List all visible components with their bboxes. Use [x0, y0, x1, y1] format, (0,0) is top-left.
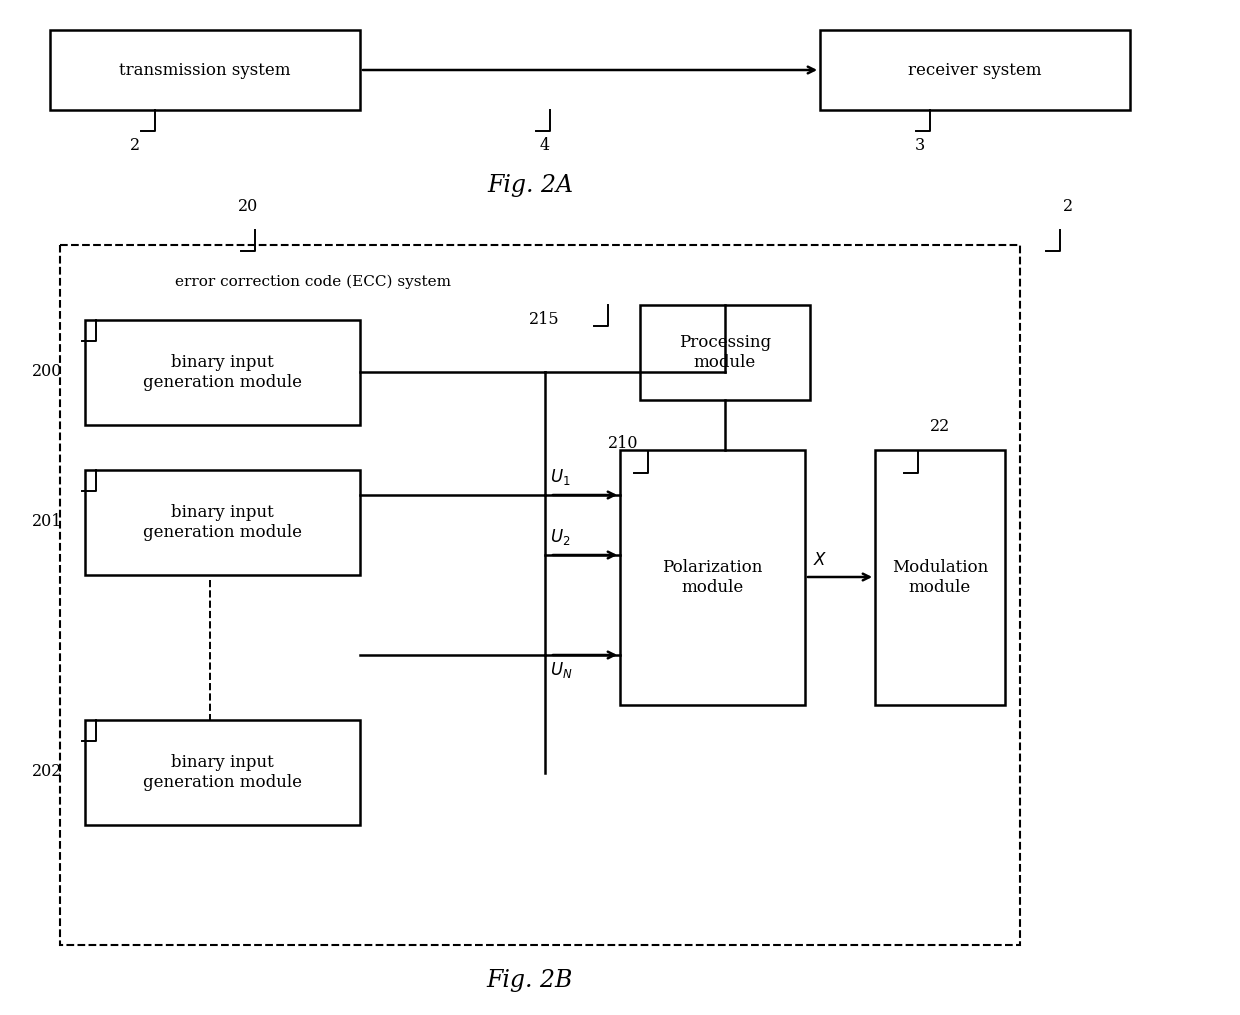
Text: $U_2$: $U_2$ — [551, 527, 570, 547]
Text: 201: 201 — [31, 514, 62, 531]
Text: 3: 3 — [915, 136, 925, 153]
Bar — [640, 304, 810, 400]
Text: 210: 210 — [608, 435, 639, 452]
Text: binary input
generation module: binary input generation module — [143, 504, 303, 541]
Bar — [875, 450, 1004, 705]
Text: error correction code (ECC) system: error correction code (ECC) system — [175, 275, 451, 289]
Text: transmission system: transmission system — [119, 62, 290, 78]
Text: 215: 215 — [529, 312, 560, 329]
Text: Polarization
module: Polarization module — [662, 559, 763, 596]
Bar — [86, 720, 360, 825]
Text: 202: 202 — [32, 763, 62, 781]
Text: 22: 22 — [930, 418, 950, 435]
Text: 20: 20 — [238, 198, 258, 215]
Bar — [86, 470, 360, 576]
Text: binary input
generation module: binary input generation module — [143, 754, 303, 791]
Text: 2: 2 — [130, 136, 140, 153]
Text: $U_1$: $U_1$ — [551, 467, 570, 487]
Text: 2: 2 — [1063, 198, 1073, 215]
Bar — [620, 450, 805, 705]
Bar — [86, 320, 360, 425]
Text: Fig. 2B: Fig. 2B — [487, 968, 573, 992]
Text: binary input
generation module: binary input generation module — [143, 354, 303, 391]
Text: $X$: $X$ — [813, 552, 827, 569]
Text: $U_N$: $U_N$ — [551, 660, 573, 680]
Text: Modulation
module: Modulation module — [892, 559, 988, 596]
Bar — [820, 30, 1130, 110]
Text: Processing
module: Processing module — [680, 334, 771, 370]
Text: 4: 4 — [539, 136, 551, 153]
Text: receiver system: receiver system — [908, 62, 1042, 78]
Bar — [50, 30, 360, 110]
Bar — [60, 245, 1021, 945]
Text: Fig. 2A: Fig. 2A — [487, 174, 573, 197]
Text: 200: 200 — [32, 363, 62, 381]
